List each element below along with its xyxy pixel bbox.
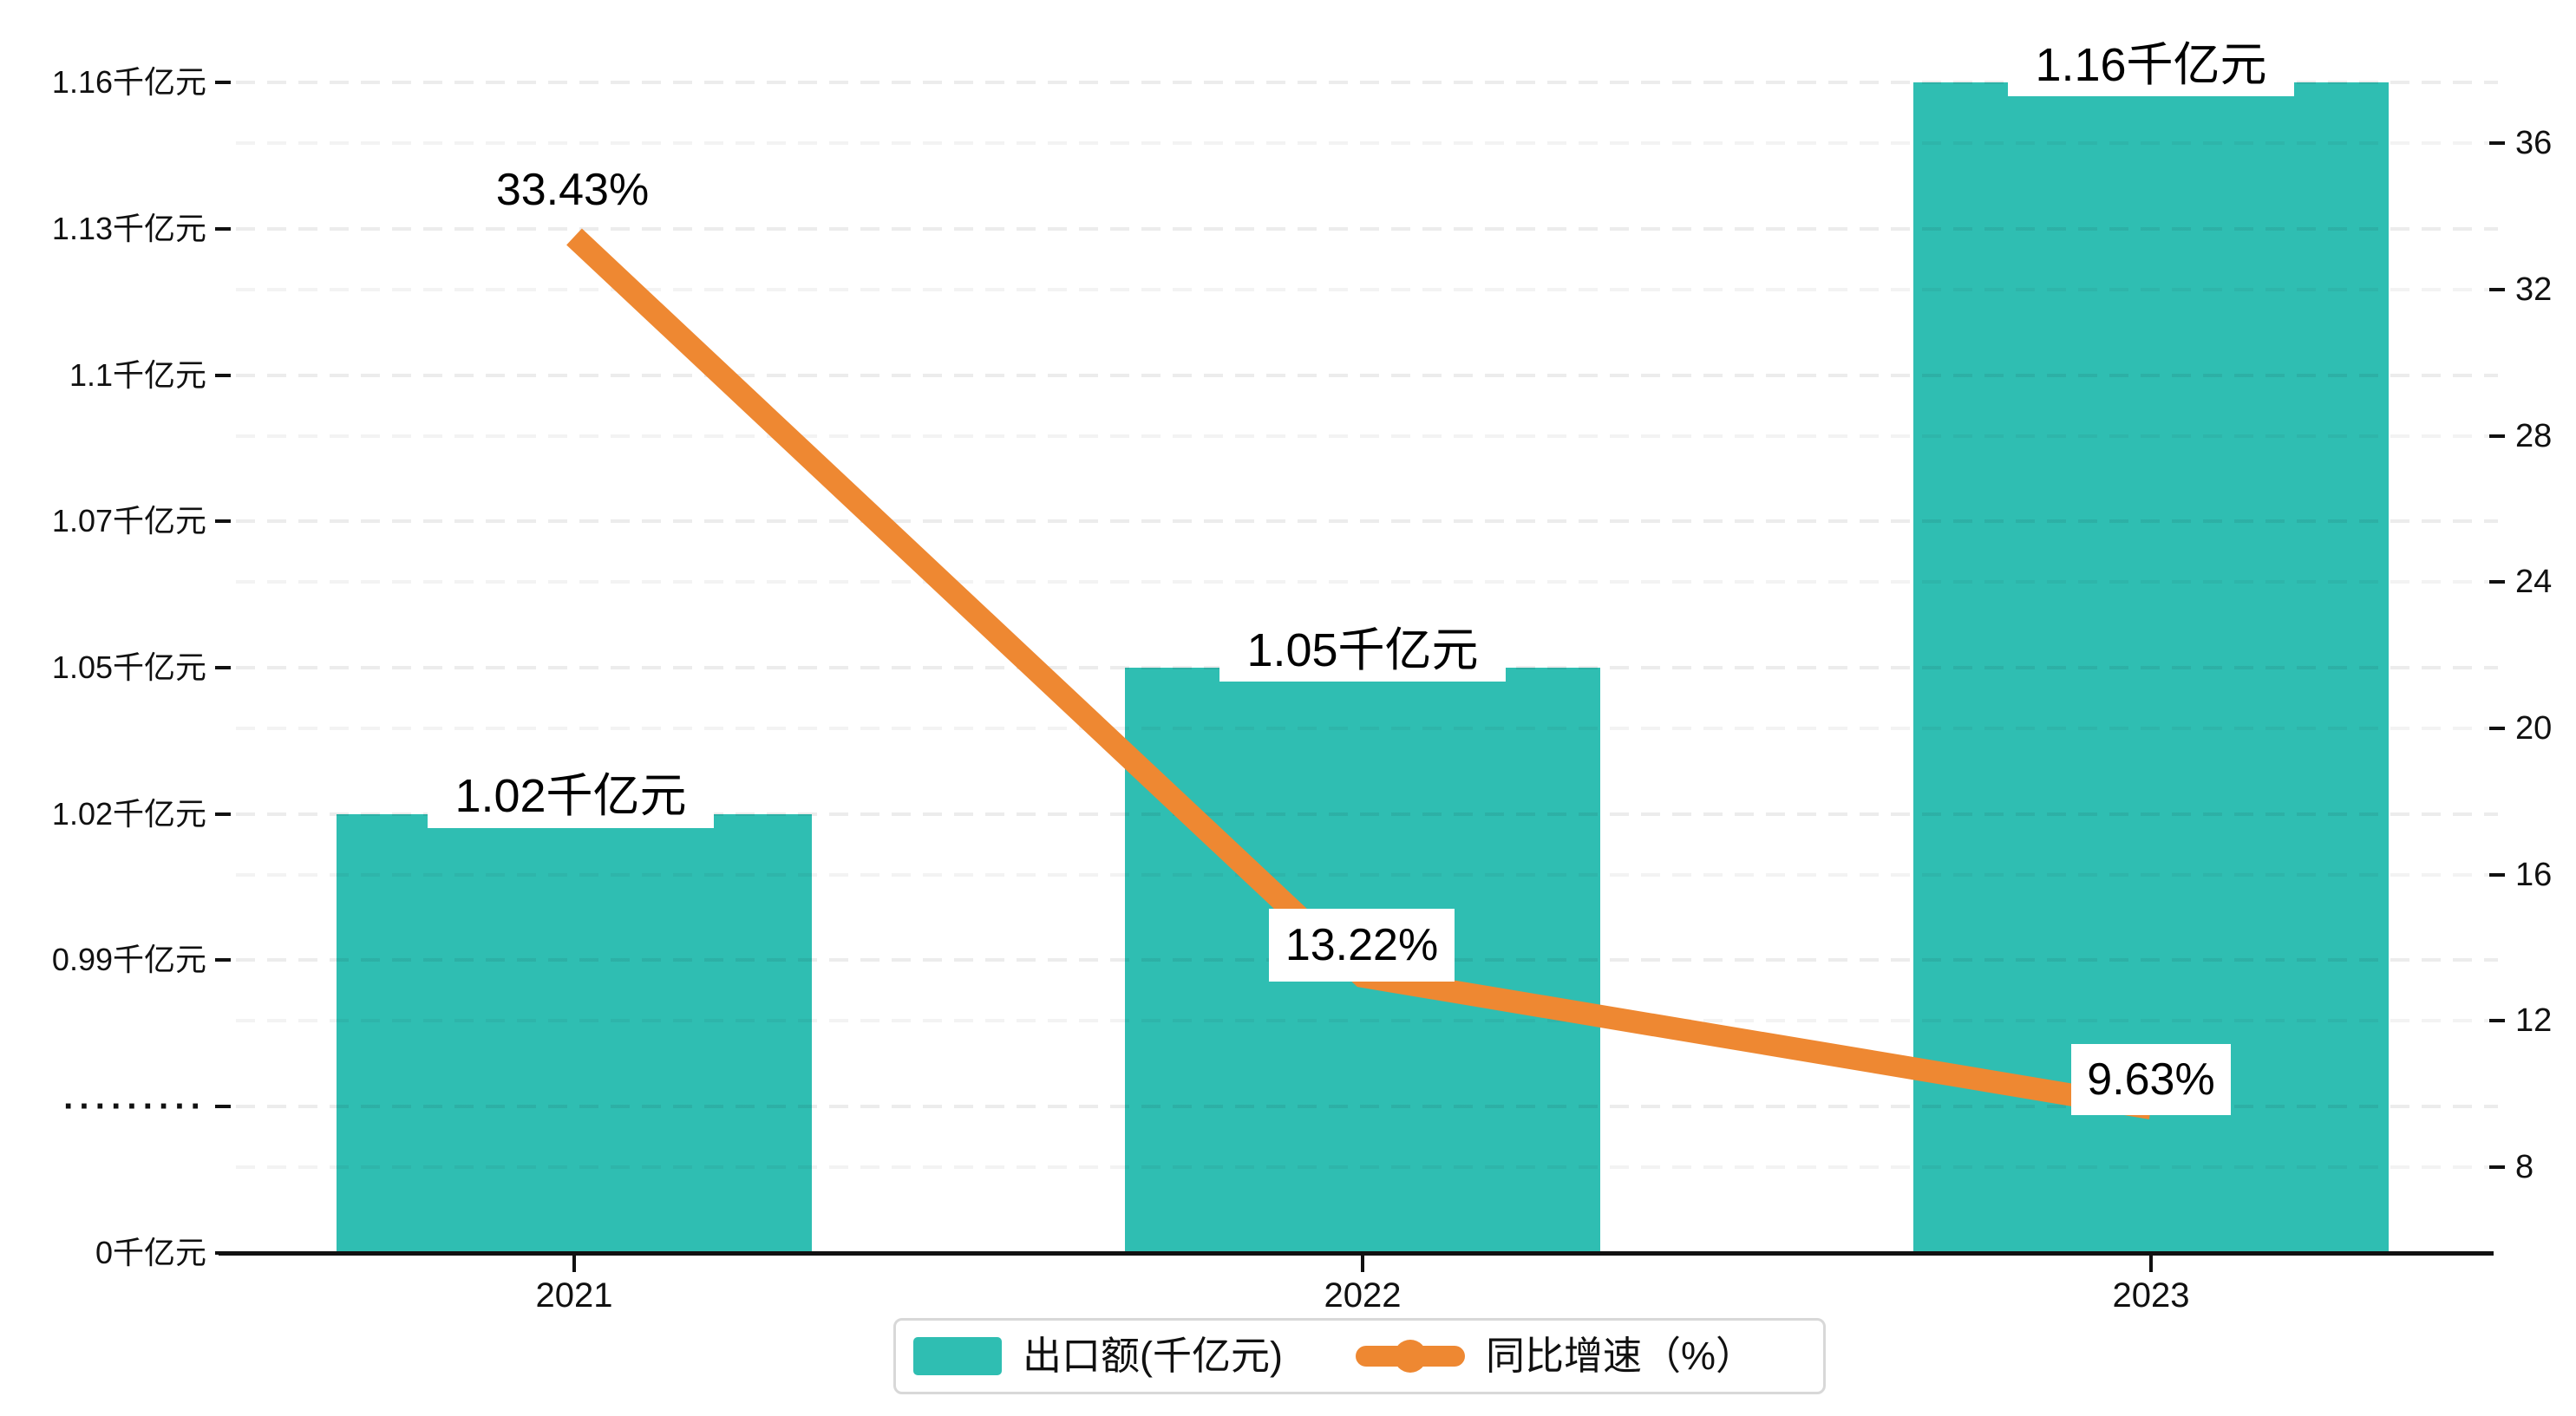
- bar-value-label-2023: 1.16千亿元: [2008, 23, 2294, 96]
- bar-value-label-2022: 1.05千亿元: [1219, 609, 1506, 682]
- gridline-left-5: [236, 812, 2498, 816]
- gridline-right-6: [236, 1019, 2498, 1022]
- left-axis-tick-7: [215, 1105, 231, 1108]
- right-axis-label-7: 8: [2515, 1149, 2534, 1185]
- left-axis-label-3: 1.07千亿元: [51, 503, 206, 538]
- legend-label-export: 出口额(千亿元): [1023, 1334, 1283, 1378]
- left-axis-label-4: 1.05千亿元: [51, 649, 206, 685]
- bar-series-swatch-icon: [913, 1337, 1002, 1375]
- gridline-right-0: [236, 141, 2498, 145]
- bar-2021: [337, 814, 812, 1253]
- gridline-right-2: [236, 434, 2498, 438]
- gridline-right-1: [236, 288, 2498, 291]
- right-axis-label-3: 24: [2515, 564, 2553, 600]
- left-axis-label-1: 1.13千亿元: [51, 211, 206, 246]
- left-axis-break-label: ·········: [63, 1087, 206, 1126]
- legend-item-growth[interactable]: 同比增速（%）: [1283, 1335, 1755, 1377]
- gridline-left-1: [236, 227, 2498, 231]
- gridline-right-7: [236, 1165, 2498, 1169]
- right-axis-tick-3: [2489, 580, 2505, 584]
- x-axis-label-2021: 2021: [535, 1276, 613, 1315]
- gridline-left-3: [236, 519, 2498, 523]
- right-axis-label-4: 20: [2515, 710, 2553, 747]
- x-axis-line: [219, 1251, 2494, 1256]
- left-axis-label-6: 0.99千亿元: [51, 942, 206, 977]
- left-axis-label-2: 1.1千亿元: [69, 357, 206, 393]
- left-axis-tick-0: [215, 81, 231, 84]
- right-axis-tick-2: [2489, 434, 2505, 438]
- right-axis-label-0: 36: [2515, 125, 2553, 161]
- x-axis-tick-2023: [2149, 1253, 2153, 1272]
- left-axis-tick-1: [215, 227, 231, 231]
- left-axis-tick-6: [215, 958, 231, 962]
- right-axis-tick-6: [2489, 1019, 2505, 1022]
- right-axis-tick-7: [2489, 1165, 2505, 1169]
- line-series-marker-icon: [1355, 1337, 1465, 1375]
- right-axis-label-6: 12: [2515, 1002, 2553, 1039]
- gridline-right-4: [236, 727, 2498, 730]
- x-axis-tick-2022: [1361, 1253, 1364, 1272]
- legend-item-export[interactable]: 出口额(千亿元): [896, 1335, 1283, 1377]
- right-axis-label-1: 32: [2515, 271, 2553, 308]
- growth-value-label-2022: 13.22%: [1269, 909, 1455, 982]
- right-axis-tick-0: [2489, 141, 2505, 145]
- x-axis-tick-2021: [572, 1253, 576, 1272]
- left-axis-label-5: 1.02千亿元: [51, 796, 206, 832]
- gridline-left-2: [236, 374, 2498, 377]
- right-axis-label-5: 16: [2515, 857, 2553, 893]
- right-axis-tick-1: [2489, 288, 2505, 291]
- gridline-right-3: [236, 580, 2498, 584]
- x-axis-label-2023: 2023: [2112, 1276, 2190, 1315]
- legend-label-growth: 同比增速（%）: [1485, 1334, 1755, 1378]
- right-axis-tick-4: [2489, 727, 2505, 730]
- right-axis-tick-5: [2489, 873, 2505, 877]
- x-axis-label-2022: 2022: [1324, 1276, 1402, 1315]
- left-axis-label-8: 0千亿元: [95, 1235, 206, 1270]
- bar-value-label-2021: 1.02千亿元: [428, 754, 714, 828]
- left-axis-tick-3: [215, 519, 231, 523]
- gridline-left-7: [236, 1105, 2498, 1108]
- right-axis-label-2: 28: [2515, 418, 2553, 454]
- left-axis-label-0: 1.16千亿元: [51, 64, 206, 100]
- legend: 出口额(千亿元) 同比增速（%）: [893, 1318, 1826, 1394]
- left-axis-tick-2: [215, 374, 231, 377]
- growth-value-label-2023: 9.63%: [2071, 1044, 2231, 1115]
- left-axis-tick-5: [215, 812, 231, 816]
- gridline-left-0: [236, 81, 2498, 84]
- growth-value-label-2021: 33.43%: [480, 154, 665, 225]
- gridline-right-5: [236, 873, 2498, 877]
- left-axis-tick-4: [215, 666, 231, 669]
